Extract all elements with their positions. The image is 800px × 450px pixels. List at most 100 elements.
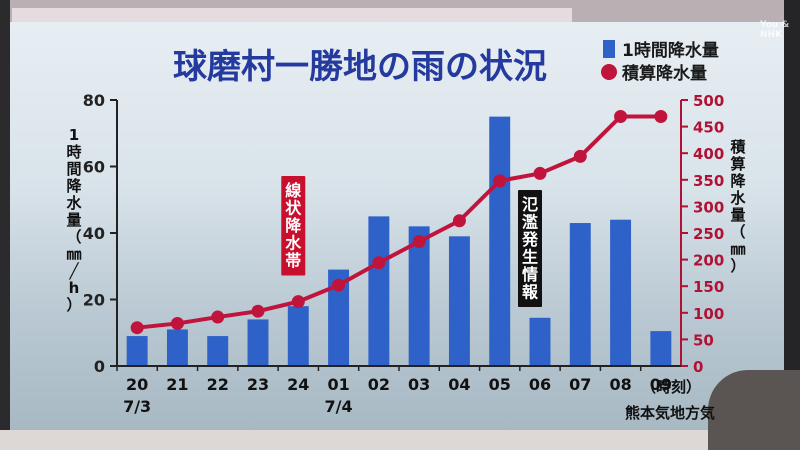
- bar-09: [650, 331, 672, 366]
- right-tick-label-150: 150: [693, 278, 724, 296]
- left-axis-label-char-6: （: [66, 228, 81, 246]
- right-axis-ticks: 0 50 100 150 200 250 300 350 400 450 500: [681, 92, 724, 376]
- right-tick-label-100: 100: [693, 305, 724, 323]
- x-tick-label-08: 08: [609, 375, 631, 394]
- cumulative-point-07: [573, 149, 587, 163]
- right-axis-label-char-2: 降: [730, 172, 746, 190]
- annotation-char-1-0: 氾: [522, 195, 538, 214]
- axis-labels: 1時間降水量（㎜╱h）積算降水量（㎜）: [66, 126, 746, 314]
- bar-20: [126, 336, 148, 366]
- bars: [126, 116, 672, 366]
- cumulative-point-04: [452, 214, 466, 228]
- x-tick-label-22: 22: [207, 375, 229, 394]
- left-axis-ticks: 0 20 40 60 80: [83, 91, 117, 376]
- annotation-char-1-1: 濫: [522, 213, 538, 232]
- cumulative-point-05: [493, 174, 507, 188]
- left-tick-label-20: 20: [83, 291, 105, 310]
- bar-06: [529, 317, 551, 366]
- cumulative-point-06: [533, 166, 547, 180]
- annotation-char-1-5: 報: [522, 283, 539, 302]
- annotation-char-1-2: 発: [521, 230, 539, 249]
- left-axis-label-char-0: 1: [69, 126, 79, 144]
- watermark-line-1: You &: [760, 20, 790, 30]
- legend-dot-swatch: [601, 64, 617, 80]
- cumulative-points: [130, 109, 668, 335]
- left-tick-label-40: 40: [83, 224, 105, 243]
- right-axis-label-char-6: ㎜: [730, 240, 745, 258]
- left-axis-label-char-5: 量: [66, 211, 81, 229]
- right-axis-label-char-1: 算: [730, 155, 745, 173]
- monitor-bottom-bezel: [0, 430, 800, 450]
- right-axis-label-char-4: 量: [730, 206, 745, 224]
- cumulative-line: [136, 114, 661, 330]
- left-axis-label-char-9: h: [69, 279, 80, 297]
- bar-08: [610, 219, 632, 366]
- watermark-line-2: NHK: [760, 30, 783, 40]
- right-tick-label-50: 50: [693, 331, 714, 349]
- left-tick-label-80: 80: [83, 91, 105, 110]
- x-tick-label-23: 23: [247, 375, 269, 394]
- x-tick-label-09: 09: [650, 375, 672, 394]
- left-axis-label-char-2: 間: [66, 160, 81, 178]
- chart-title: 球磨村一勝地の雨の状況: [173, 47, 547, 87]
- legend-bar-swatch: [603, 40, 615, 58]
- bar-22: [207, 336, 229, 366]
- date-label-7-4: 7/4: [325, 397, 353, 416]
- bar-07: [569, 223, 591, 366]
- right-axis-label-char-0: 積: [729, 138, 746, 156]
- x-tick-label-02: 02: [368, 375, 390, 394]
- x-tick-label-21: 21: [166, 375, 188, 394]
- cumulative-point-09: [654, 109, 668, 123]
- broadcaster-watermark: You & NHK: [760, 20, 789, 40]
- bar-23: [247, 319, 269, 366]
- x-tick-label-07: 07: [569, 375, 591, 394]
- annotation-char-1-3: 生: [522, 248, 538, 267]
- right-tick-label-200: 200: [693, 252, 724, 270]
- bar-24: [287, 306, 309, 366]
- cumulative-point-23: [251, 304, 265, 318]
- x-tick-label-06: 06: [529, 375, 551, 394]
- cumulative-point-01: [332, 278, 346, 292]
- legend-label-cumulative: 積算降水量: [622, 63, 707, 84]
- bar-05: [489, 116, 511, 366]
- legend: 1時間降水量 積算降水量: [601, 40, 719, 84]
- right-axis-label-char-5: （: [730, 223, 745, 241]
- annotation-char-0-4: 帯: [285, 251, 301, 270]
- bar-03: [408, 226, 430, 366]
- annotation-char-1-4: 情: [522, 265, 538, 284]
- right-tick-label-450: 450: [693, 119, 724, 137]
- cumulative-point-21: [170, 316, 184, 330]
- x-tick-label-01: 01: [327, 375, 349, 394]
- x-axis-unit: （時刻）: [641, 378, 701, 396]
- left-tick-label-60: 60: [83, 158, 105, 177]
- right-tick-label-400: 400: [693, 145, 724, 163]
- left-axis-label-char-7: ㎜: [66, 245, 81, 263]
- right-tick-label-300: 300: [693, 198, 724, 216]
- annotation-char-0-3: 水: [285, 234, 302, 253]
- cumulative-point-08: [614, 109, 628, 123]
- right-tick-label-0: 0: [693, 358, 703, 376]
- bar-02: [368, 216, 390, 366]
- x-axis-ticks: 20 21 22 23 24 01 02 03 04 05 06 07 08 09 7/3 7/4: [116, 366, 672, 416]
- cumulative-point-20: [130, 321, 144, 335]
- x-tick-label-03: 03: [408, 375, 430, 394]
- cumulative-point-02: [372, 256, 386, 270]
- left-axis-label-char-3: 降: [66, 177, 82, 195]
- annotation-char-0-2: 降: [285, 216, 302, 235]
- x-tick-label-05: 05: [489, 375, 511, 394]
- cumulative-point-22: [211, 310, 225, 324]
- date-label-7-3: 7/3: [123, 397, 151, 416]
- left-axis-label-char-4: 水: [66, 194, 82, 212]
- monitor-top-bezel: [0, 0, 800, 22]
- source-label: 熊本気地方気: [625, 404, 715, 422]
- cumulative-point-24: [291, 295, 305, 309]
- monitor-left-bezel: [0, 0, 10, 450]
- annotation-char-0-1: 状: [285, 199, 302, 218]
- right-tick-label-500: 500: [693, 92, 724, 110]
- bar-04: [448, 236, 470, 366]
- left-axis-label-char-8: ╱: [68, 262, 79, 280]
- presenter-arm: [708, 370, 800, 450]
- x-tick-label-24: 24: [287, 375, 309, 394]
